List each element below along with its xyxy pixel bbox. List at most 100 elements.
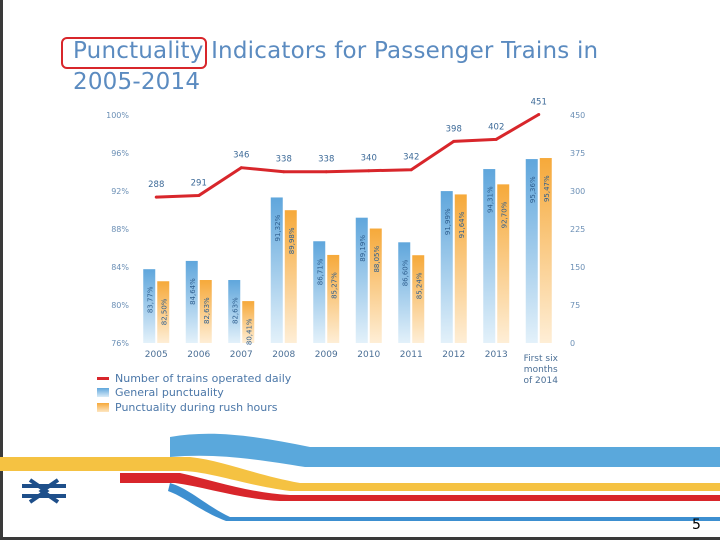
legend-line-swatch [97,376,109,380]
legend-item-general: General punctuality [97,386,291,401]
bar-general-punctuality [525,159,538,343]
bar-rush-punctuality [327,254,340,343]
bar-label-rush: 82,63% [203,297,211,324]
bar-label-general: 86,60% [401,259,409,286]
combo-chart: 76% 80% 84% 88% 92% 96% 100% 0 75 150 225 300 375 450… [106,97,585,386]
railway-logo-icon [22,478,66,504]
bar-label-rush: 91,64% [458,211,466,238]
bar-label-rush: 80,41% [245,318,253,345]
line-point-trains [239,166,243,170]
bar-general-punctuality [185,260,198,343]
bar-label-general: 91,32% [274,214,282,241]
slide-left-border [0,0,3,540]
line-trains-per-day [156,113,540,199]
swoosh-lower-blue-stripe [168,483,720,521]
line-point-trains [409,168,413,172]
bar-rush-punctuality [539,158,552,343]
y-right-tick-label: 0 [570,339,575,348]
legend-label-general: General punctuality [115,386,224,400]
line-point-trains [154,195,158,199]
slide-bottom-border [0,537,720,540]
line-point-trains [537,112,541,116]
line-value-label: 338 [276,155,292,165]
y-right-tick-label: 300 [570,187,585,196]
line-point-trains [282,170,286,174]
y-left-tick-label: 96% [111,149,129,158]
bar-rush-punctuality [454,194,467,343]
line-value-label: 398 [446,124,462,134]
legend-label-trains: Number of trains operated daily [115,371,292,385]
bar-rush-punctuality [157,281,170,343]
bar-general-punctuality [483,169,496,343]
railway-logo-swoosh [0,433,720,521]
line-point-trains [452,139,456,143]
bar-rush-punctuality [412,255,425,343]
swoosh-yellow-stripe [0,457,720,491]
line-value-label: 291 [191,179,207,189]
y-right-tick-label: 375 [570,149,585,158]
line-value-label: 451 [531,97,547,107]
line-point-trains [494,137,498,141]
bar-general-punctuality [440,191,453,343]
x-category-label: 2010 [357,350,380,360]
title-highlight-box [61,37,207,69]
legend-blue-swatch [97,388,109,398]
bar-label-general: 86,71% [316,258,324,285]
bar-general-punctuality [313,241,326,343]
y-right-tick-label: 75 [570,301,580,310]
chart-legend: Number of trains operated daily General … [97,371,291,415]
line-point-trains [197,194,201,198]
bar-label-rush: 89,98% [288,227,296,254]
bar-label-rush: 85,24% [415,272,423,299]
line-value-label: 288 [148,180,164,190]
line-point-trains [324,170,328,174]
line-point-trains [367,169,371,173]
line-value-label: 340 [361,154,377,164]
bar-label-rush: 85,27% [330,272,338,299]
bar-label-general: 95,36% [529,176,537,203]
bar-label-general: 91,99% [444,208,452,235]
bar-general-punctuality [143,269,156,343]
bar-label-general: 84,64% [189,278,197,305]
y-right-tick-label: 225 [570,225,585,234]
bar-label-rush: 92,70% [500,201,508,228]
x-category-label: 2009 [315,350,338,360]
legend-label-rush: Punctuality during rush hours [115,400,278,414]
x-category-label: 2011 [400,350,423,360]
bar-label-general: 94,31% [486,186,494,213]
bar-rush-punctuality [242,301,255,343]
bar-general-punctuality [398,242,411,343]
bar-general-punctuality [355,217,368,343]
y-right-tick-label: 150 [570,263,585,272]
swoosh-blue-stripe [170,433,720,467]
line-value-label: 346 [233,151,249,161]
bar-general-punctuality [270,197,283,343]
y-left-tick-label: 84% [111,263,129,272]
bar-rush-punctuality [199,280,212,343]
bar-label-rush: 95,47% [543,175,551,202]
y-left-tick-label: 80% [111,301,129,310]
x-category-label: 2012 [442,350,465,360]
line-value-label: 342 [403,153,419,163]
y-left-tick-label: 92% [111,187,129,196]
slide-title: Punctuality Indicators for Passenger Tra… [73,38,599,95]
bar-rush-punctuality [497,184,510,343]
bar-rush-punctuality [284,210,297,343]
bar-label-general: 82,63% [231,297,239,324]
y-right-tick-label: 450 [570,111,585,120]
bar-rush-punctuality [369,228,382,343]
legend-item-trains: Number of trains operated daily [97,371,291,386]
x-category-label: 2008 [272,350,295,360]
line-value-label: 338 [318,155,334,165]
bar-label-rush: 82,50% [160,298,168,325]
y-left-tick-label: 100% [106,111,129,120]
x-category-label: 2007 [230,350,253,360]
legend-item-rush: Punctuality during rush hours [97,400,291,415]
bar-label-general: 89,19% [359,235,367,262]
page-number: 5 [692,517,701,533]
legend-orange-swatch [97,402,109,412]
swoosh-red-stripe [120,473,720,501]
bar-label-general: 83,77% [146,286,154,313]
y-left-tick-label: 76% [111,339,129,348]
x-category-label: 2005 [145,350,168,360]
